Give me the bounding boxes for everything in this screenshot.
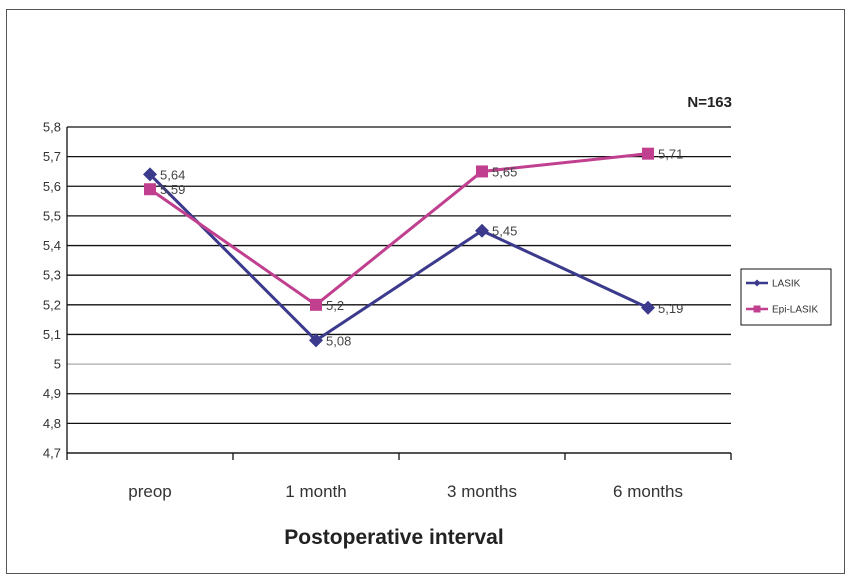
data-point: [642, 147, 654, 160]
y-tick-label: 5,8: [43, 120, 61, 135]
data-label: 5,08: [326, 333, 351, 348]
y-tick-label: 5,3: [43, 268, 61, 283]
x-tick-labels: preop 1 month 3 months 6 months: [128, 482, 683, 501]
data-point: [143, 167, 157, 182]
x-tick-label: 1 month: [285, 482, 346, 501]
y-tick-label: 4,7: [43, 446, 61, 461]
y-tick-label: 4,8: [43, 416, 61, 431]
data-point: [310, 298, 322, 311]
data-point: [144, 183, 156, 196]
y-tick-label: 5,5: [43, 208, 61, 223]
data-label: 5,71: [658, 147, 683, 162]
y-tick-label: 4,9: [43, 386, 61, 401]
series-group: 5,64 5,08 5,45 5,19 5,59 5,2 5,65 5,71: [143, 147, 683, 348]
data-label: 5,65: [492, 164, 517, 179]
series-epi-lasik: 5,59 5,2 5,65 5,71: [144, 147, 683, 313]
y-tick-label: 5,6: [43, 179, 61, 194]
legend-item: Epi-LASIK: [746, 305, 818, 316]
legend-label: LASIK: [772, 279, 801, 290]
series-line: [148, 173, 649, 342]
y-tick-label: 5,1: [43, 327, 61, 342]
data-label: 5,19: [658, 301, 683, 316]
data-label: 5,2: [326, 298, 344, 313]
data-point: [475, 223, 489, 238]
legend-marker: [753, 279, 761, 287]
gridlines: [67, 126, 731, 454]
y-tick-label: 5: [54, 357, 61, 372]
y-tick-label: 5,4: [43, 238, 61, 253]
x-tick-label: 3 months: [447, 482, 517, 501]
data-point: [309, 333, 323, 348]
axes: [66, 127, 732, 460]
data-point: [641, 300, 655, 315]
data-label: 5,59: [160, 182, 185, 197]
sample-size-note: N=163: [687, 94, 732, 111]
y-tick-label: 5,7: [43, 149, 61, 164]
data-label: 5,45: [492, 224, 517, 239]
x-tick-label: preop: [128, 482, 171, 501]
y-tick-labels: 5,8 5,7 5,6 5,5 5,4 5,3 5,2 5,1 5 4,9 4,8 4,7: [43, 120, 61, 461]
legend-label: Epi-LASIK: [772, 305, 818, 316]
series-line: [149, 152, 649, 307]
legend-marker: [753, 305, 761, 313]
legend: LASIK Epi-LASIK: [740, 268, 832, 326]
chart-frame: [6, 9, 845, 574]
legend-box: [740, 268, 832, 326]
legend-item: LASIK: [746, 279, 801, 290]
x-axis-title: Postoperative interval: [284, 526, 503, 549]
y-tick-label: 5,2: [43, 297, 61, 312]
data-label: 5,64: [160, 167, 185, 182]
x-tick-label: 6 months: [613, 482, 683, 501]
series-lasik: 5,64 5,08 5,45 5,19: [143, 167, 683, 348]
data-point: [476, 165, 488, 178]
